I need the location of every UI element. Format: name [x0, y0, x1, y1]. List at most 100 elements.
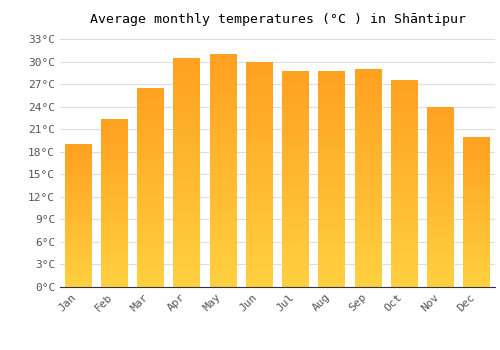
Bar [101, 212, 128, 213]
Bar [210, 87, 236, 88]
Bar [427, 175, 454, 176]
Bar [282, 179, 309, 181]
Bar [354, 272, 382, 274]
Bar [210, 198, 236, 200]
Bar [391, 108, 418, 109]
Bar [101, 141, 128, 142]
Bar [391, 266, 418, 268]
Bar [391, 168, 418, 170]
Bar [210, 194, 236, 195]
Bar [101, 234, 128, 236]
Bar [137, 96, 164, 97]
Bar [282, 244, 309, 245]
Bar [174, 230, 201, 232]
Bar [174, 224, 201, 226]
Bar [174, 163, 201, 165]
Bar [64, 197, 92, 198]
Bar [64, 195, 92, 196]
Bar [246, 188, 273, 189]
Bar [246, 79, 273, 81]
Bar [174, 153, 201, 154]
Bar [246, 236, 273, 237]
Bar [318, 78, 345, 80]
Bar [282, 283, 309, 284]
Bar [354, 120, 382, 121]
Bar [64, 237, 92, 238]
Bar [64, 147, 92, 148]
Bar [464, 255, 490, 256]
Bar [391, 272, 418, 273]
Bar [318, 117, 345, 119]
Bar [354, 259, 382, 261]
Bar [318, 152, 345, 153]
Bar [137, 229, 164, 230]
Bar [210, 237, 236, 239]
Bar [246, 126, 273, 128]
Bar [210, 211, 236, 212]
Bar [427, 220, 454, 221]
Bar [427, 119, 454, 120]
Bar [64, 261, 92, 262]
Bar [101, 171, 128, 172]
Bar [174, 88, 201, 90]
Bar [464, 153, 490, 154]
Bar [282, 138, 309, 139]
Bar [137, 199, 164, 201]
Bar [354, 84, 382, 85]
Bar [464, 208, 490, 209]
Bar [464, 159, 490, 160]
Bar [391, 131, 418, 133]
Bar [391, 281, 418, 283]
Bar [174, 108, 201, 110]
Bar [137, 222, 164, 223]
Bar [354, 163, 382, 165]
Bar [427, 284, 454, 285]
Bar [391, 203, 418, 204]
Bar [427, 187, 454, 188]
Bar [174, 220, 201, 221]
Bar [174, 253, 201, 255]
Bar [464, 278, 490, 279]
Bar [210, 130, 236, 132]
Bar [427, 176, 454, 177]
Bar [210, 202, 236, 203]
Bar [174, 233, 201, 235]
Bar [246, 68, 273, 69]
Bar [101, 169, 128, 170]
Bar [282, 241, 309, 243]
Bar [137, 122, 164, 124]
Bar [174, 104, 201, 105]
Bar [318, 222, 345, 224]
Bar [282, 275, 309, 277]
Bar [64, 146, 92, 147]
Bar [246, 84, 273, 86]
Bar [318, 204, 345, 205]
Bar [137, 134, 164, 136]
Bar [318, 170, 345, 172]
Bar [64, 256, 92, 257]
Bar [246, 222, 273, 224]
Bar [391, 144, 418, 145]
Bar [246, 171, 273, 173]
Bar [137, 280, 164, 282]
Bar [246, 129, 273, 131]
Bar [174, 175, 201, 177]
Bar [137, 121, 164, 122]
Bar [427, 180, 454, 181]
Bar [246, 215, 273, 216]
Bar [101, 183, 128, 184]
Bar [137, 89, 164, 91]
Bar [101, 220, 128, 221]
Bar [464, 141, 490, 142]
Bar [210, 270, 236, 272]
Bar [137, 209, 164, 210]
Bar [427, 156, 454, 157]
Bar [101, 173, 128, 174]
Bar [137, 118, 164, 120]
Bar [210, 113, 236, 114]
Bar [174, 111, 201, 113]
Bar [137, 128, 164, 129]
Bar [210, 279, 236, 281]
Bar [210, 184, 236, 186]
Bar [318, 74, 345, 76]
